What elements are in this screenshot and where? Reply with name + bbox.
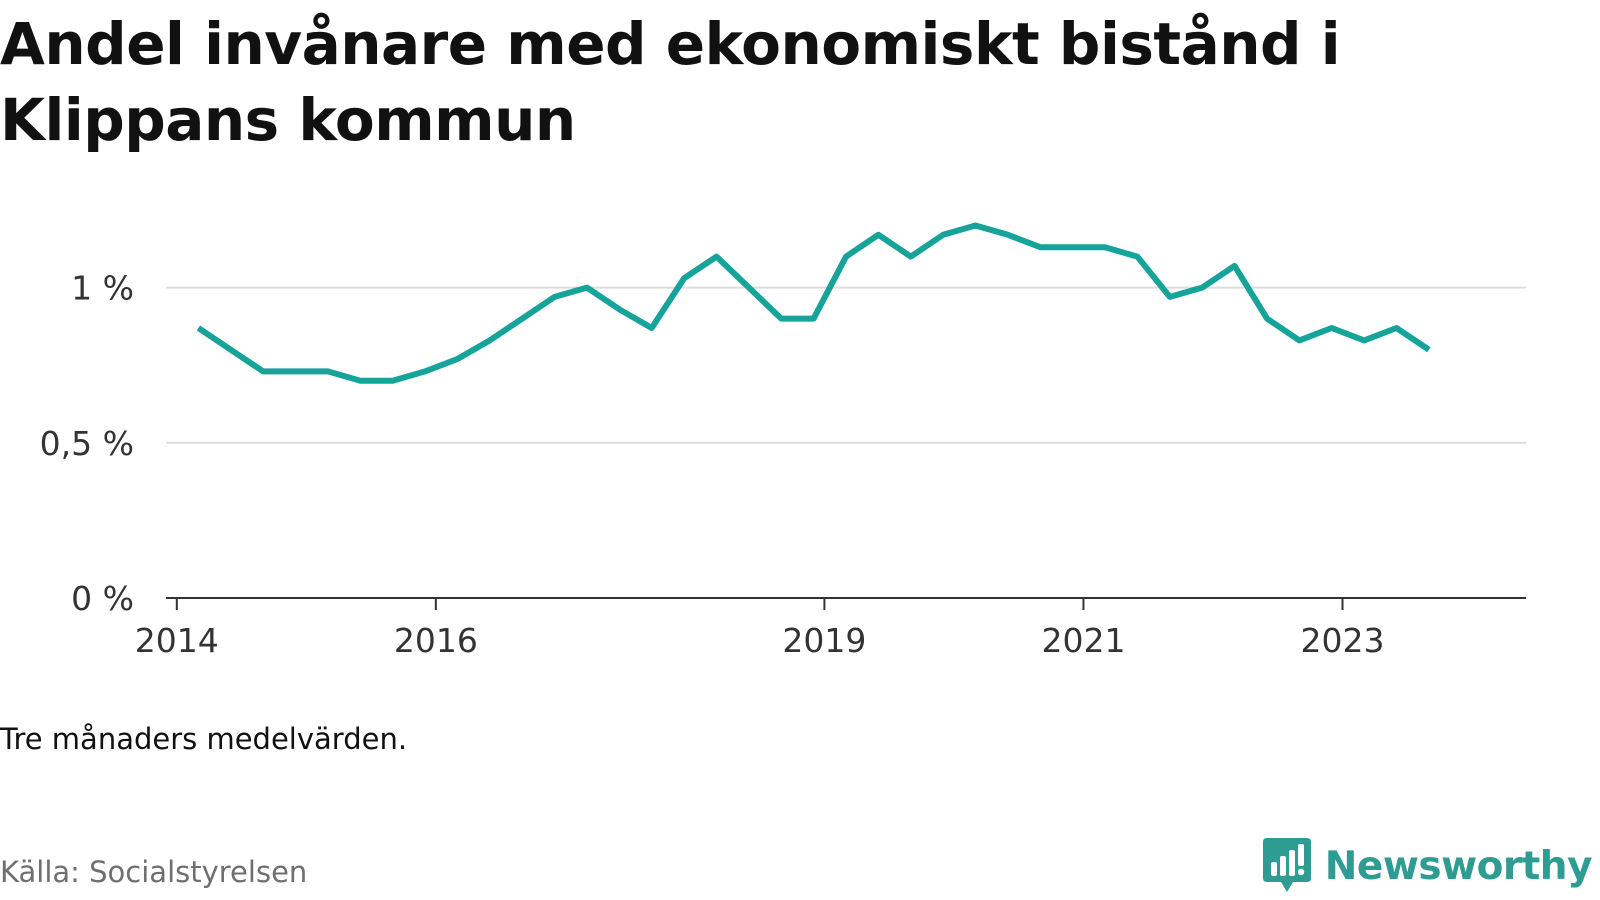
source-text: Källa: Socialstyrelsen <box>0 855 308 889</box>
x-tick-label: 2021 <box>1041 621 1125 660</box>
brand-name: Newsworthy <box>1324 843 1593 889</box>
y-tick-label: 0 % <box>71 579 134 618</box>
x-tick-label: 2019 <box>782 621 866 660</box>
x-tick-label: 2023 <box>1301 621 1385 660</box>
x-tick-label: 2016 <box>394 621 478 660</box>
brand-logo[interactable]: Newsworthy <box>1261 838 1593 892</box>
line-chart: 0 % 0,5 % 1 % 2014 2016 2019 2021 2023 <box>40 222 1526 660</box>
chart-note: Tre månaders medelvärden. <box>0 722 408 756</box>
chart-title: Andel invånare med ekonomiskt bistånd i … <box>0 10 1341 154</box>
y-tick-label: 1 % <box>71 269 134 308</box>
y-tick-label: 0,5 % <box>40 424 134 463</box>
x-tick-label: 2014 <box>135 621 219 660</box>
newsworthy-logo-icon <box>1262 838 1311 892</box>
series-line <box>196 222 1431 384</box>
